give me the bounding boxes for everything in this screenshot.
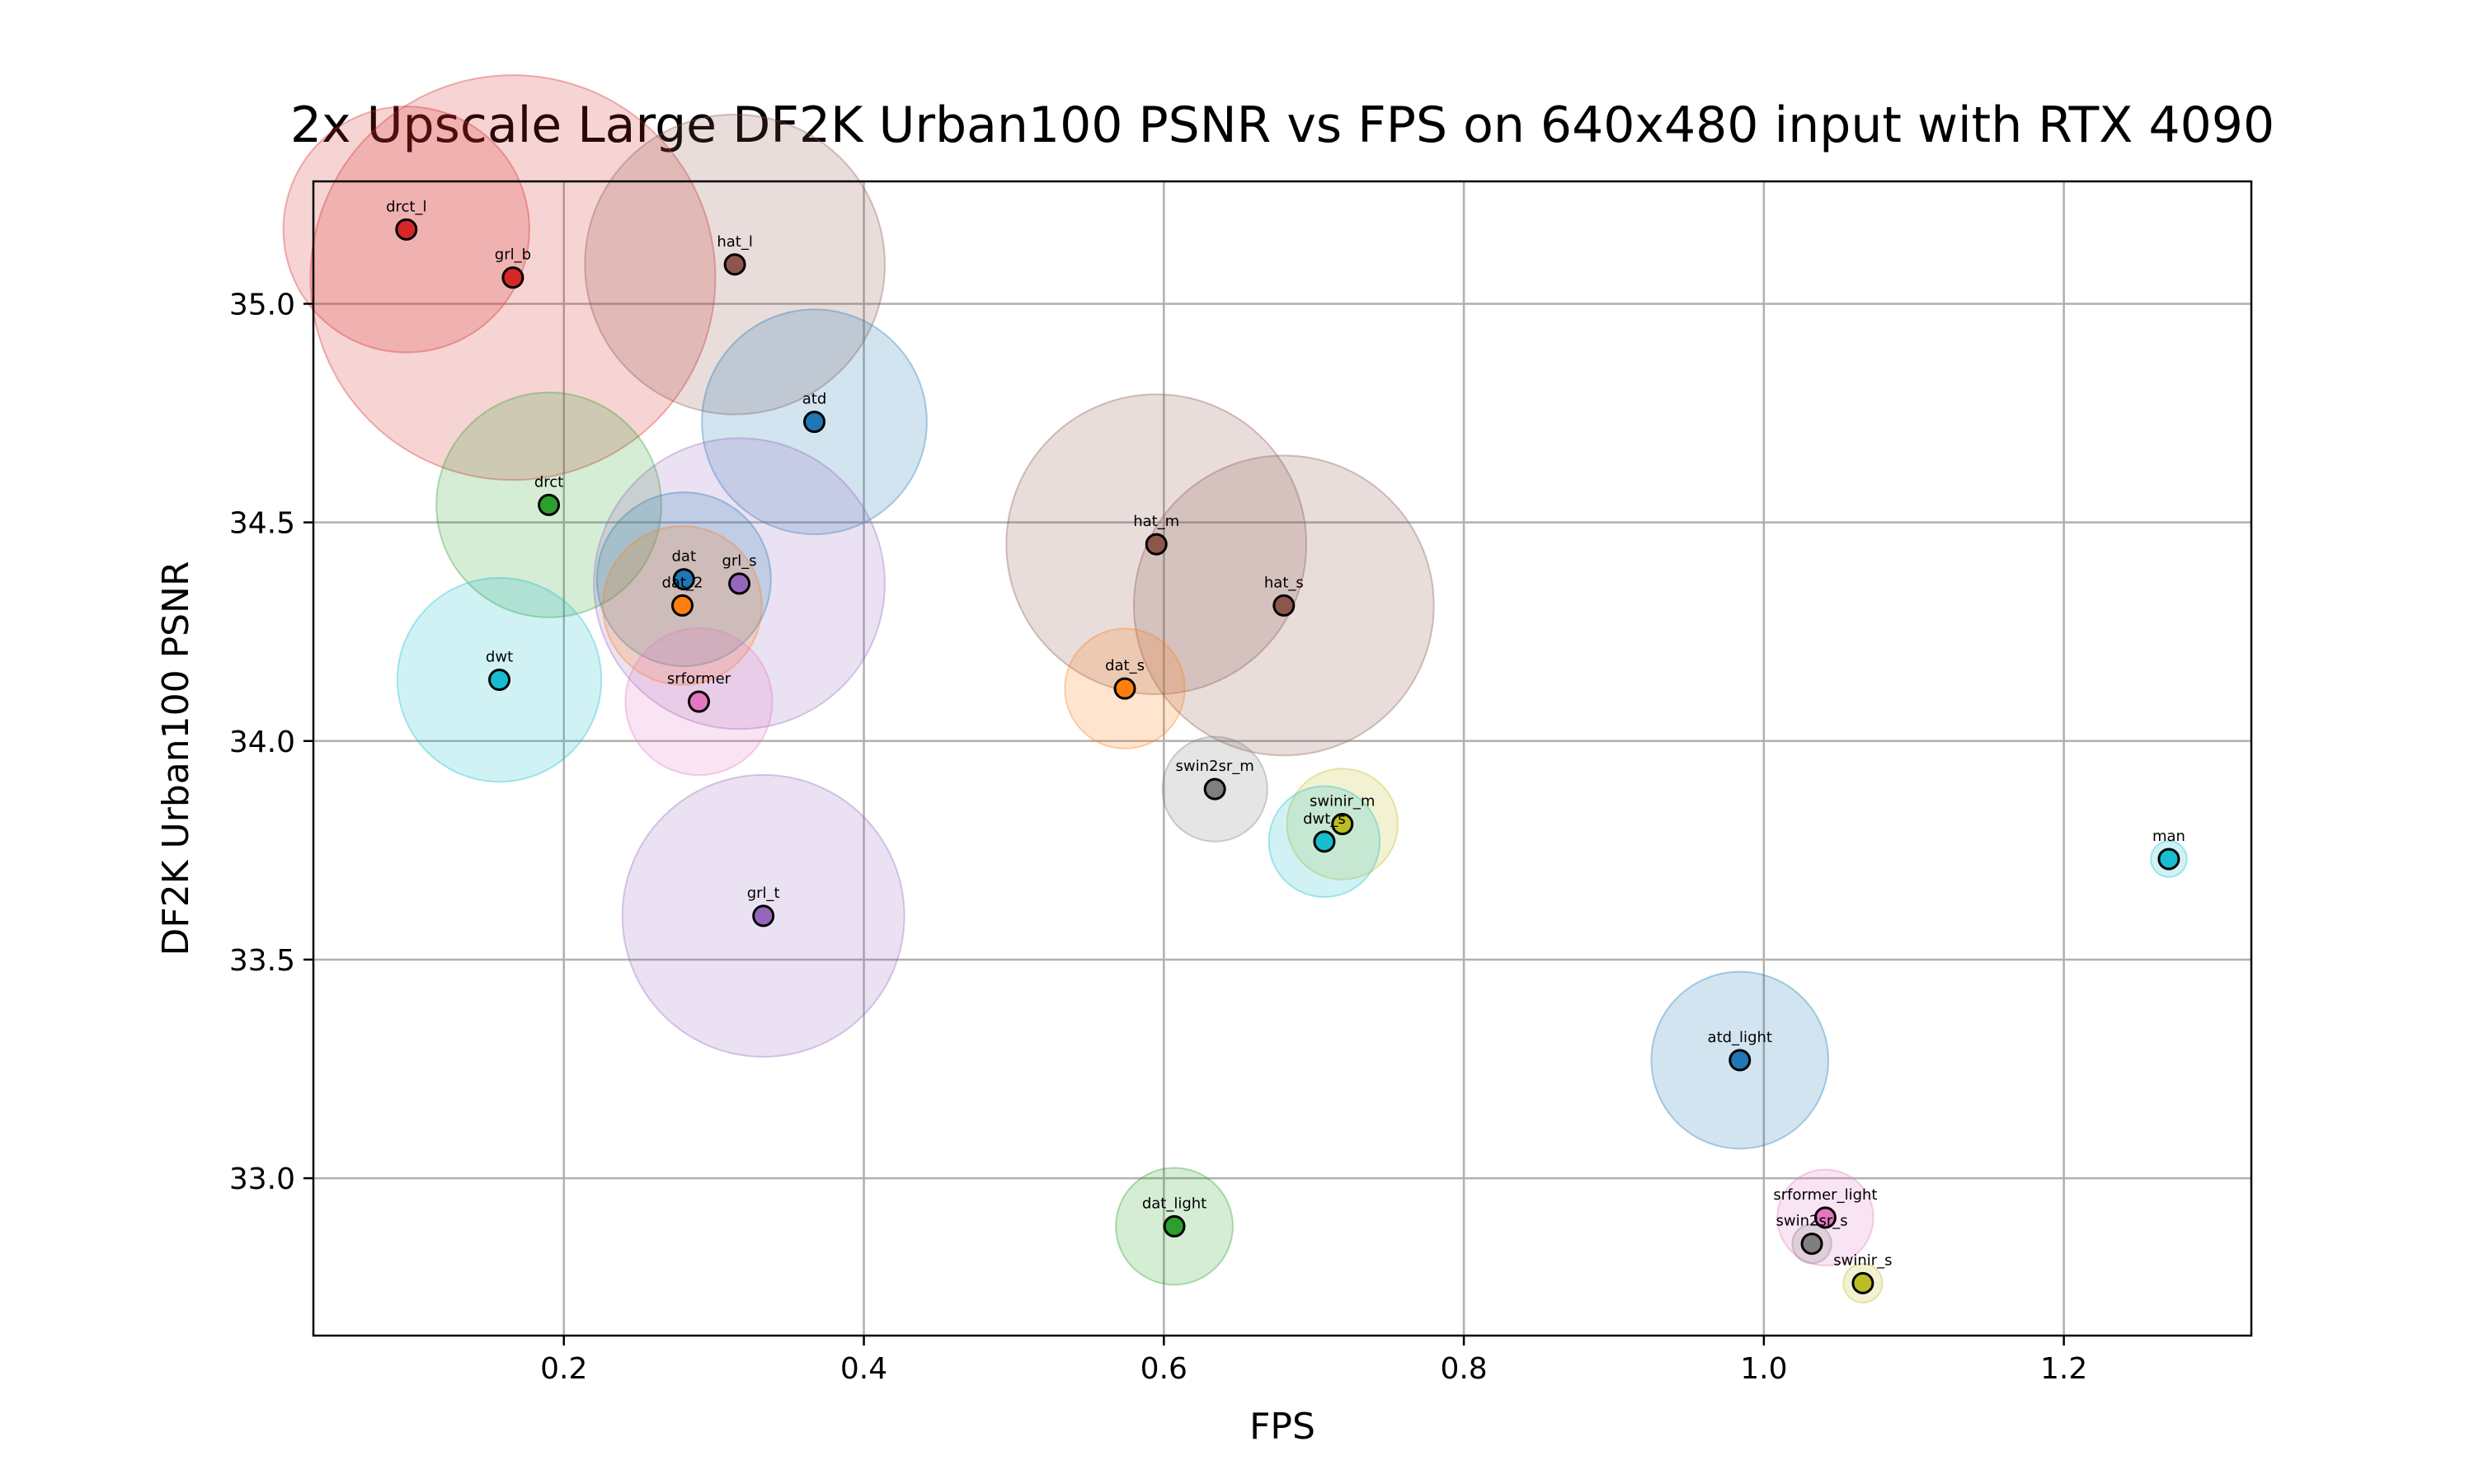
y-tick-label: 33.0 [229, 1162, 295, 1196]
point-dat_light [1163, 1214, 1186, 1237]
point-label-dat_2: dat_2 [661, 574, 703, 591]
point-drct [538, 493, 561, 516]
point-label-dat_s: dat_s [1105, 657, 1145, 674]
point-label-swinir_m: swinir_m [1310, 793, 1375, 810]
point-dwt [488, 669, 511, 692]
tick-layer: 0.2 0.4 0.6 0.8 1.0 1.2 33.0 33.5 34.0 34.5 35.0 [229, 288, 2087, 1386]
point-label-srformer_light: srformer_light [1773, 1186, 1877, 1204]
point-grl_t [752, 904, 775, 928]
point-label-atd_light: atd_light [1708, 1029, 1772, 1046]
point-swin2sr_m [1203, 777, 1226, 801]
point-label-grl_s: grl_s [722, 552, 756, 570]
point-srformer_light [1813, 1206, 1837, 1229]
point-dwt_s [1313, 830, 1336, 853]
y-axis-label: DF2K Urban100 PSNR [155, 561, 197, 956]
point-label-grl_b: grl_b [495, 247, 531, 264]
point-label-hat_m: hat_m [1133, 513, 1179, 530]
point-swinir_m [1331, 813, 1354, 836]
point-grl_s [728, 572, 751, 595]
marker-layer [395, 218, 2180, 1294]
x-tick-label: 0.8 [1440, 1352, 1487, 1386]
point-drct_l [395, 218, 418, 241]
point-label-dat: dat [672, 548, 697, 566]
point-label-hat_s: hat_s [1264, 574, 1304, 591]
point-dat [672, 568, 695, 591]
point-atd [803, 411, 826, 434]
y-tick-label: 33.5 [229, 944, 295, 978]
point-swinir_s [1851, 1271, 1874, 1294]
grid-layer [313, 181, 2251, 1336]
chart-title: 2x Upscale Large DF2K Urban100 PSNR vs F… [290, 96, 2274, 154]
plot-frame [312, 180, 2253, 1337]
point-label-dwt_s: dwt_s [1303, 810, 1346, 828]
point-label-atd: atd [802, 391, 827, 408]
point-atd_light [1729, 1049, 1752, 1072]
y-tick-label: 34.5 [229, 507, 295, 541]
point-man [2157, 848, 2180, 871]
point-dat_2 [670, 594, 694, 617]
x-axis-label: FPS [1249, 1406, 1315, 1448]
point-label-man: man [2152, 828, 2185, 845]
point-label-grl_t: grl_t [747, 885, 780, 902]
point-hat_s [1272, 594, 1296, 617]
point-grl_b [501, 266, 524, 289]
point-label-dat_light: dat_light [1142, 1195, 1206, 1212]
point-label-srformer: srformer [667, 670, 731, 688]
point-label-drct: drct [534, 473, 563, 491]
y-tick-label: 34.0 [229, 726, 295, 759]
point-label-swinir_s: swinir_s [1833, 1252, 1892, 1269]
x-tick-label: 1.0 [1740, 1352, 1787, 1386]
point-srformer [687, 690, 710, 713]
y-tick-label: 35.0 [229, 288, 295, 322]
point-label-swin2sr_m: swin2sr_m [1176, 758, 1254, 775]
x-tick-label: 0.4 [840, 1352, 887, 1386]
point-label-swin2sr_s: swin2sr_s [1776, 1213, 1848, 1230]
point-hat_m [1145, 533, 1168, 556]
bubble-layer [282, 74, 2188, 1304]
point-label-drct_l: drct_l [386, 198, 426, 215]
x-tick-label: 0.2 [540, 1352, 587, 1386]
point-hat_l [723, 253, 746, 276]
point-label-hat_l: hat_l [717, 233, 753, 251]
x-tick-label: 1.2 [2040, 1352, 2087, 1386]
point-label-dwt: dwt [486, 649, 513, 666]
point-dat_s [1113, 677, 1136, 700]
x-tick-label: 0.6 [1141, 1352, 1188, 1386]
point-swin2sr_s [1800, 1233, 1823, 1256]
